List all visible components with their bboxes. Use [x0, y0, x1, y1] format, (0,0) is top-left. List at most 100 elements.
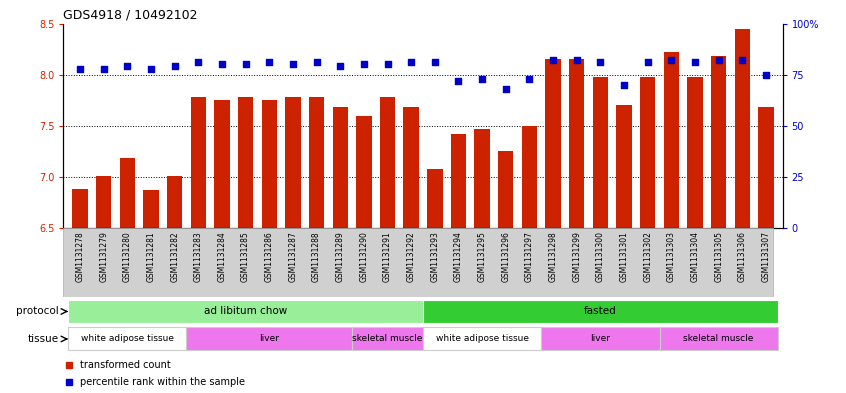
Text: GSM1131301: GSM1131301	[619, 231, 629, 282]
Bar	[569, 59, 585, 228]
Text: GSM1131305: GSM1131305	[714, 231, 723, 283]
Point	[286, 61, 299, 68]
Bar	[261, 100, 277, 228]
Text: GSM1131278: GSM1131278	[75, 231, 85, 282]
Bar	[427, 169, 442, 228]
Bar	[352, 327, 423, 351]
Text: GSM1131279: GSM1131279	[99, 231, 108, 282]
Point	[735, 57, 749, 64]
Bar	[663, 52, 679, 228]
Point	[523, 75, 536, 82]
Bar	[404, 107, 419, 228]
Point	[475, 75, 489, 82]
Point	[712, 57, 726, 64]
Point	[618, 82, 631, 88]
Bar	[758, 107, 774, 228]
Point	[381, 61, 394, 68]
Text: GSM1131299: GSM1131299	[572, 231, 581, 282]
Text: tissue: tissue	[28, 334, 59, 344]
Bar	[475, 129, 490, 228]
Bar	[423, 300, 777, 323]
Point	[452, 78, 465, 84]
Bar	[546, 59, 561, 228]
Text: GSM1131296: GSM1131296	[502, 231, 510, 282]
Text: GDS4918 / 10492102: GDS4918 / 10492102	[63, 8, 198, 21]
Text: fasted: fasted	[584, 307, 617, 316]
Bar	[332, 107, 348, 228]
Text: GSM1131306: GSM1131306	[738, 231, 747, 283]
Text: GSM1131289: GSM1131289	[336, 231, 344, 282]
Point	[404, 59, 418, 66]
Point	[689, 59, 702, 66]
Bar	[593, 77, 608, 228]
Text: GSM1131285: GSM1131285	[241, 231, 250, 282]
Text: GSM1131283: GSM1131283	[194, 231, 203, 282]
Text: GSM1131297: GSM1131297	[525, 231, 534, 282]
Bar	[522, 126, 537, 228]
Bar	[309, 97, 324, 228]
Point	[239, 61, 252, 68]
Bar	[541, 327, 660, 351]
Bar	[190, 97, 206, 228]
Text: liver: liver	[591, 334, 611, 343]
Text: GSM1131298: GSM1131298	[548, 231, 558, 282]
Text: percentile rank within the sample: percentile rank within the sample	[80, 377, 244, 387]
Bar	[660, 327, 777, 351]
Text: GSM1131280: GSM1131280	[123, 231, 132, 282]
Bar	[640, 77, 656, 228]
Text: GSM1131282: GSM1131282	[170, 231, 179, 282]
Text: GSM1131302: GSM1131302	[643, 231, 652, 282]
Text: skeletal muscle: skeletal muscle	[684, 334, 754, 343]
Bar	[451, 134, 466, 228]
Point	[120, 63, 134, 70]
Point	[499, 86, 513, 92]
Text: liver: liver	[259, 334, 279, 343]
Text: GSM1131303: GSM1131303	[667, 231, 676, 283]
Point	[759, 72, 772, 78]
Point	[310, 59, 323, 66]
Bar	[69, 327, 186, 351]
Bar	[423, 327, 541, 351]
Point	[641, 59, 655, 66]
Text: GSM1131291: GSM1131291	[383, 231, 392, 282]
Bar	[687, 77, 703, 228]
Text: GSM1131304: GSM1131304	[690, 231, 700, 283]
Bar	[69, 300, 423, 323]
Bar	[238, 97, 253, 228]
Text: ad libitum chow: ad libitum chow	[204, 307, 287, 316]
Text: transformed count: transformed count	[80, 360, 170, 370]
Text: GSM1131281: GSM1131281	[146, 231, 156, 282]
Text: GSM1131300: GSM1131300	[596, 231, 605, 283]
Point	[74, 65, 87, 72]
Bar	[356, 116, 371, 228]
Text: GSM1131288: GSM1131288	[312, 231, 321, 282]
Point	[191, 59, 205, 66]
Text: GSM1131292: GSM1131292	[407, 231, 415, 282]
Text: GSM1131307: GSM1131307	[761, 231, 771, 283]
Bar	[734, 29, 750, 228]
Text: white adipose tissue: white adipose tissue	[436, 334, 529, 343]
Text: GSM1131294: GSM1131294	[454, 231, 463, 282]
Point	[97, 65, 111, 72]
Text: skeletal muscle: skeletal muscle	[352, 334, 423, 343]
Point	[357, 61, 371, 68]
Bar	[167, 176, 183, 228]
Text: GSM1131293: GSM1131293	[431, 231, 439, 282]
Bar	[711, 56, 727, 228]
Text: GSM1131287: GSM1131287	[288, 231, 298, 282]
Point	[594, 59, 607, 66]
Point	[262, 59, 276, 66]
Point	[570, 57, 584, 64]
Text: white adipose tissue: white adipose tissue	[81, 334, 173, 343]
Point	[168, 63, 181, 70]
Bar	[143, 190, 159, 228]
Bar	[119, 158, 135, 228]
Text: GSM1131295: GSM1131295	[478, 231, 486, 282]
Text: GSM1131284: GSM1131284	[217, 231, 227, 282]
Point	[333, 63, 347, 70]
Point	[144, 65, 157, 72]
Point	[215, 61, 228, 68]
Point	[547, 57, 560, 64]
Text: GSM1131286: GSM1131286	[265, 231, 274, 282]
Bar	[72, 189, 88, 228]
